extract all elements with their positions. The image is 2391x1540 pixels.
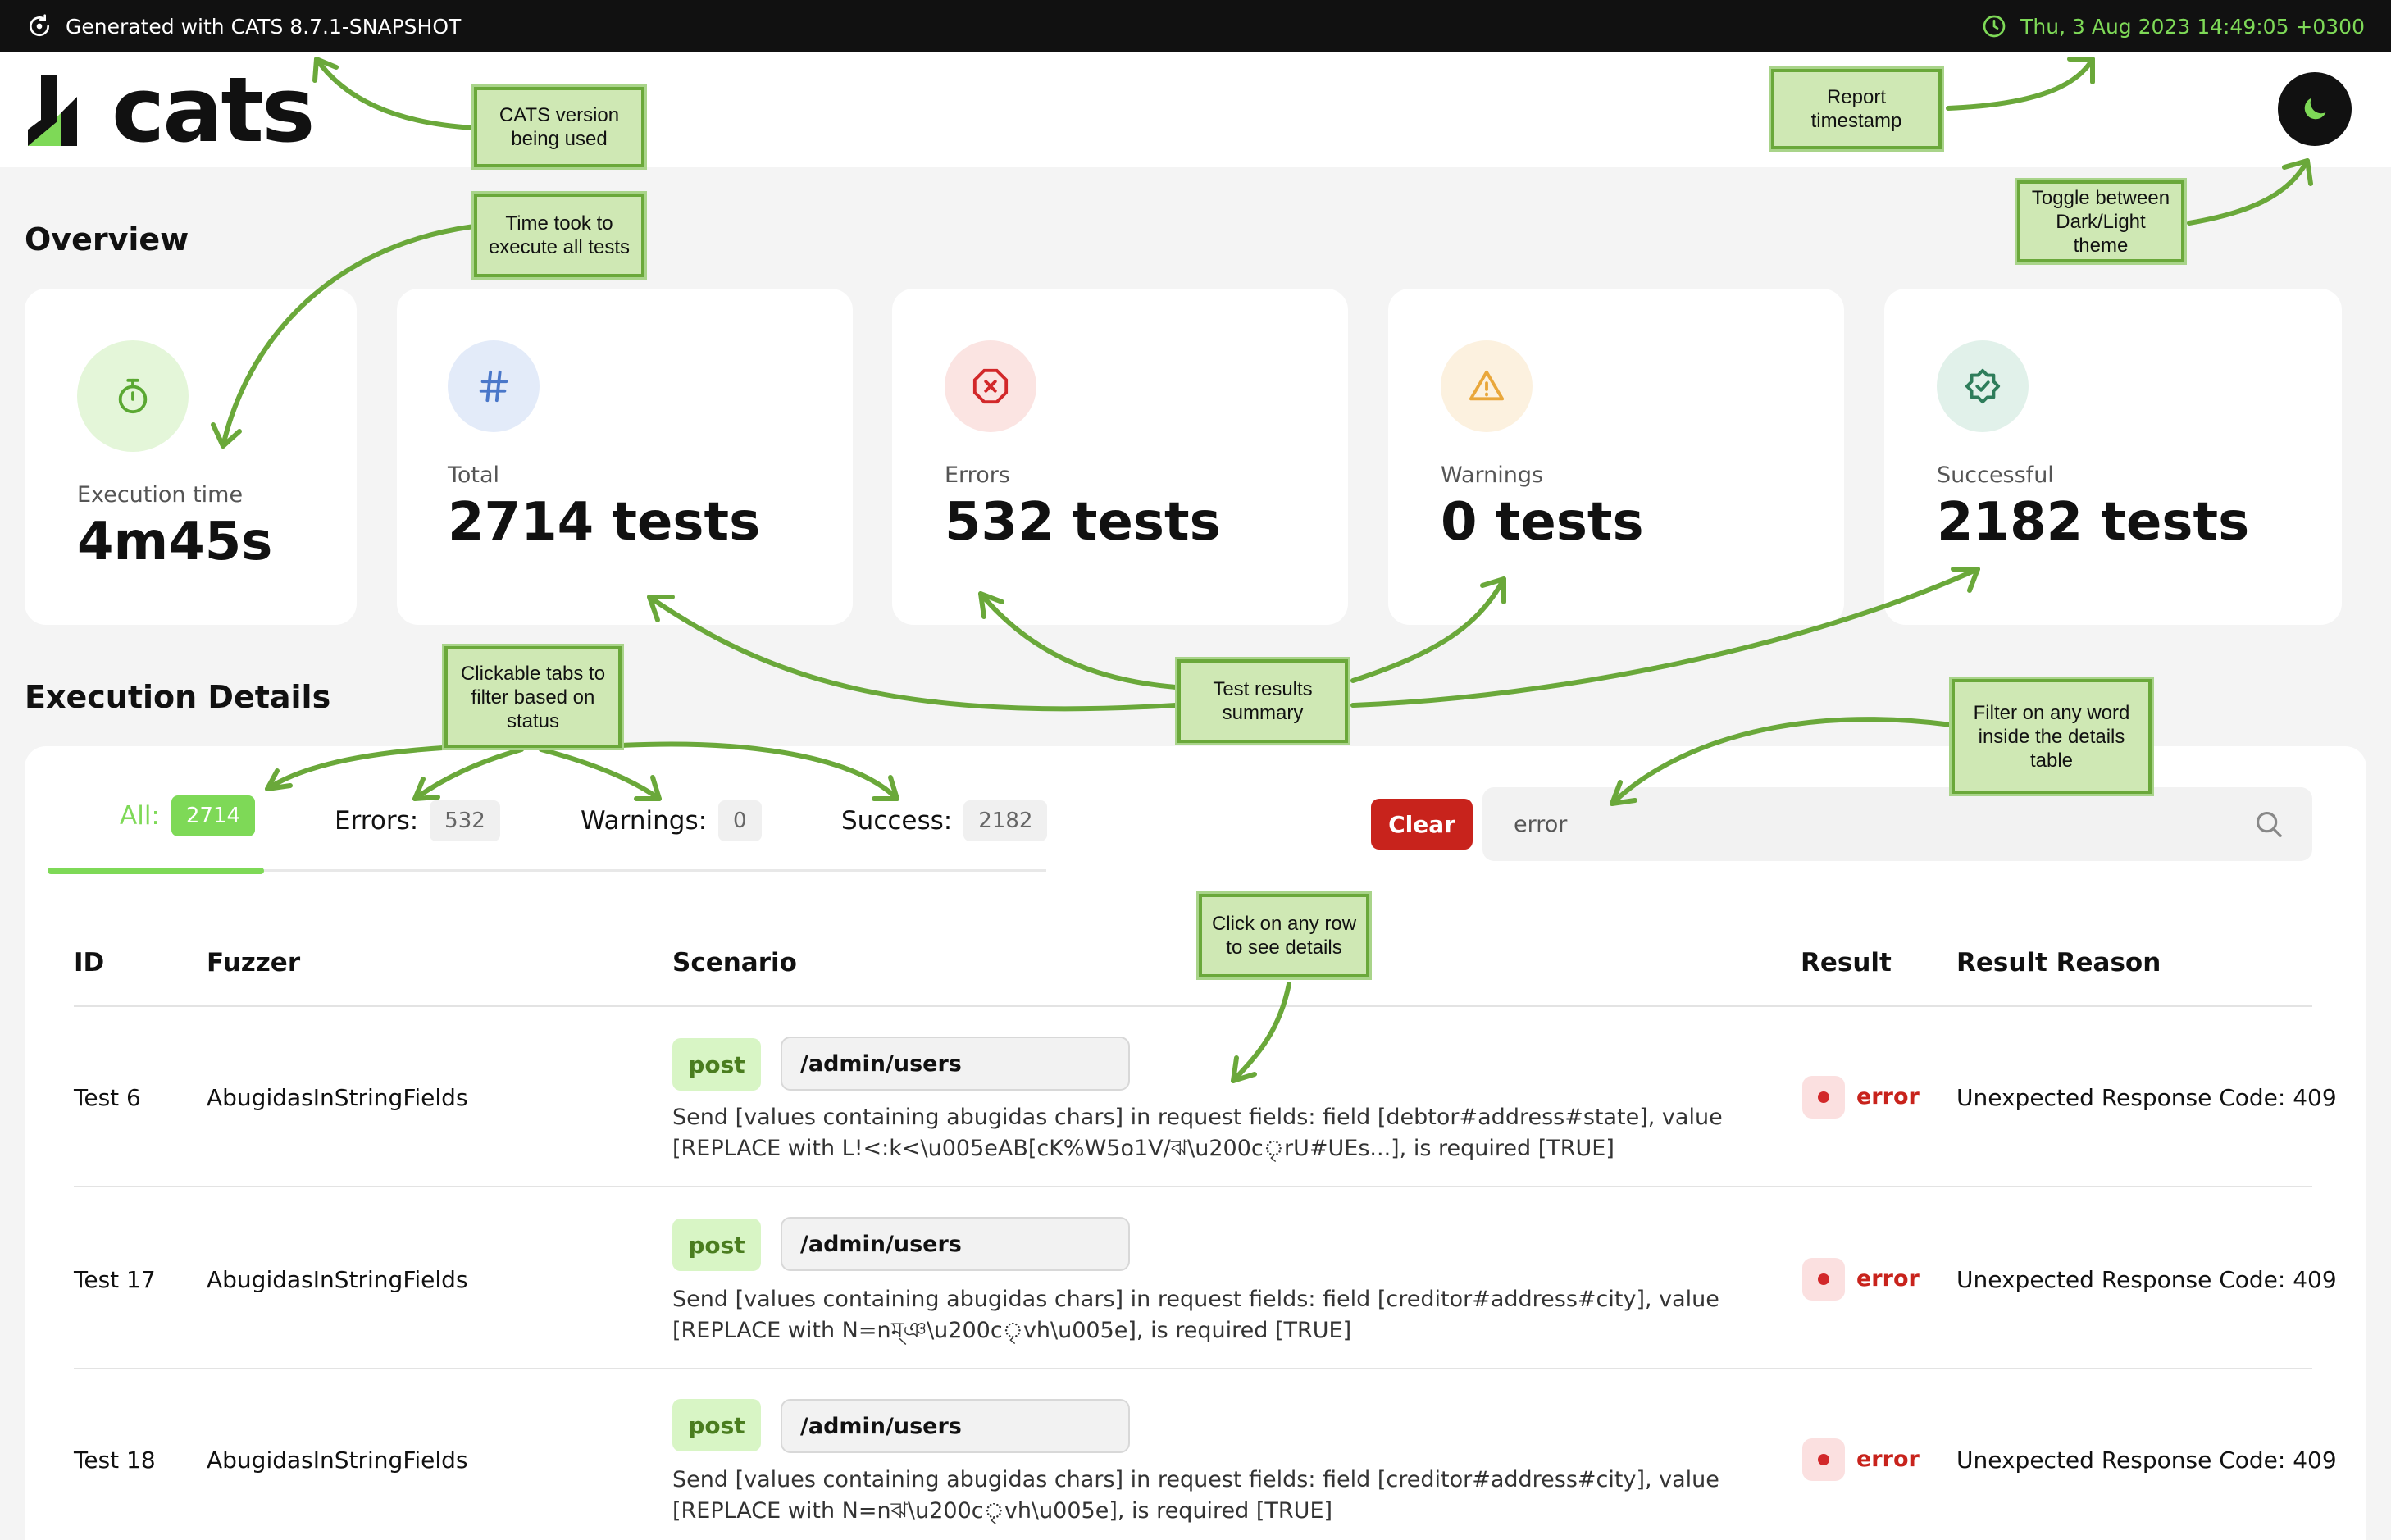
http-method-badge: post — [672, 1399, 761, 1451]
result-status: error — [1856, 1447, 1920, 1472]
endpoint-path: /admin/users — [781, 1217, 1130, 1271]
card-value: 0 tests — [1441, 492, 1644, 553]
hash-icon — [448, 340, 540, 432]
active-tab-indicator — [48, 868, 264, 874]
tab-count: 2714 — [171, 795, 256, 836]
scenario-text: Send [values containing abugidas chars] … — [672, 1287, 1719, 1343]
endpoint-path: /admin/users — [781, 1037, 1130, 1091]
row-id: Test 6 — [74, 1084, 141, 1111]
search-input[interactable] — [1514, 787, 2252, 861]
annotation-cats-version: CATS version being used — [474, 87, 644, 167]
tabs-divider — [48, 869, 1046, 872]
row-id: Test 18 — [74, 1447, 156, 1474]
card-warnings: Warnings 0 tests — [1388, 289, 1844, 625]
tab-errors[interactable]: Errors: 532 — [335, 800, 500, 841]
card-value: 2714 tests — [448, 492, 761, 553]
result-reason: Unexpected Response Code: 409 — [1956, 1447, 2337, 1474]
scenario-text: Send [values containing abugidas chars] … — [672, 1105, 1723, 1161]
annotation-click-row: Click on any row to see details — [1199, 894, 1369, 977]
card-label: Successful — [1937, 462, 2054, 488]
tab-label: Success: — [841, 806, 953, 836]
table-header-divider — [74, 1005, 2312, 1007]
card-errors: Errors 532 tests — [892, 289, 1348, 625]
error-dot-icon — [1802, 1076, 1845, 1119]
card-label: Warnings — [1441, 462, 1544, 488]
card-successful: Successful 2182 tests — [1884, 289, 2342, 625]
timestamp-text: Thu, 3 Aug 2023 14:49:05 +0300 — [2020, 14, 2365, 39]
verified-badge-icon — [1937, 340, 2029, 432]
result-reason: Unexpected Response Code: 409 — [1956, 1084, 2337, 1111]
card-value: 532 tests — [945, 492, 1221, 553]
annotation-toggle-theme: Toggle between Dark/Light theme — [2017, 180, 2184, 262]
cats-logo[interactable]: cats — [25, 57, 315, 162]
search-box — [1482, 787, 2312, 861]
cats-logo-icon — [28, 75, 77, 146]
row-fuzzer: AbugidasInStringFields — [207, 1266, 468, 1293]
generated-label: Generated with CATS 8.7.1-SNAPSHOT — [66, 14, 462, 39]
error-dot-icon — [1802, 1258, 1845, 1301]
card-total: Total 2714 tests — [397, 289, 853, 625]
http-method-badge: post — [672, 1219, 761, 1271]
row-fuzzer: AbugidasInStringFields — [207, 1447, 468, 1474]
result-status: error — [1856, 1266, 1920, 1292]
column-header-result-reason: Result Reason — [1956, 948, 2161, 977]
column-header-result: Result — [1801, 948, 1892, 977]
clear-button[interactable]: Clear — [1371, 799, 1473, 850]
annotation-filter-word: Filter on any word inside the details ta… — [1952, 679, 2152, 794]
row-divider — [74, 1368, 2312, 1369]
execution-details-title: Execution Details — [25, 679, 331, 715]
annotation-clickable-tabs: Clickable tabs to filter based on status — [444, 646, 622, 748]
result-status: error — [1856, 1084, 1920, 1109]
tab-count: 0 — [718, 800, 762, 841]
tab-success[interactable]: Success: 2182 — [841, 800, 1048, 841]
theme-toggle-button[interactable] — [2278, 72, 2352, 146]
card-label: Errors — [945, 462, 1010, 488]
header: cats — [0, 52, 2391, 167]
card-label: Execution time — [77, 482, 244, 508]
moon-icon — [2304, 98, 2326, 120]
column-header-id: ID — [74, 948, 105, 977]
error-dot-icon — [1802, 1438, 1845, 1481]
generated-info: Generated with CATS 8.7.1-SNAPSHOT — [26, 13, 461, 39]
execution-details-panel — [25, 746, 2366, 1540]
card-label: Total — [448, 462, 500, 488]
row-id: Test 17 — [74, 1266, 156, 1293]
row-fuzzer: AbugidasInStringFields — [207, 1084, 468, 1111]
endpoint-path: /admin/users — [781, 1399, 1130, 1453]
tab-label: Warnings: — [581, 806, 708, 836]
annotation-report-timestamp: Report timestamp — [1771, 69, 1942, 149]
warning-triangle-icon — [1441, 340, 1533, 432]
card-value: 4m45s — [77, 512, 273, 572]
search-icon[interactable] — [2253, 809, 2284, 840]
top-bar: Generated with CATS 8.7.1-SNAPSHOT Thu, … — [0, 0, 2391, 52]
stopwatch-icon — [77, 340, 189, 452]
column-header-scenario: Scenario — [672, 948, 797, 977]
card-value: 2182 tests — [1937, 492, 2250, 553]
scenario-text: Send [values containing abugidas chars] … — [672, 1467, 1719, 1524]
overview-title: Overview — [25, 221, 189, 257]
tab-label: All: — [120, 801, 160, 831]
tab-label: Errors: — [335, 806, 419, 836]
clock-icon — [1983, 15, 2006, 38]
tab-warnings[interactable]: Warnings: 0 — [581, 800, 762, 841]
report-timestamp: Thu, 3 Aug 2023 14:49:05 +0300 — [1981, 13, 2365, 39]
card-execution-time: Execution time 4m45s — [25, 289, 357, 625]
http-method-badge: post — [672, 1038, 761, 1091]
annotation-test-results: Test results summary — [1177, 659, 1348, 743]
refresh-icon — [30, 14, 50, 37]
result-reason: Unexpected Response Code: 409 — [1956, 1266, 2337, 1293]
tab-count: 2182 — [963, 800, 1048, 841]
error-x-icon — [945, 340, 1036, 432]
tab-count: 532 — [430, 800, 500, 841]
tab-all[interactable]: All: 2714 — [120, 795, 256, 836]
annotation-time-took: Time took to execute all tests — [474, 194, 644, 277]
logo-text: cats — [112, 57, 315, 162]
row-divider — [74, 1186, 2312, 1187]
column-header-fuzzer: Fuzzer — [207, 948, 301, 977]
